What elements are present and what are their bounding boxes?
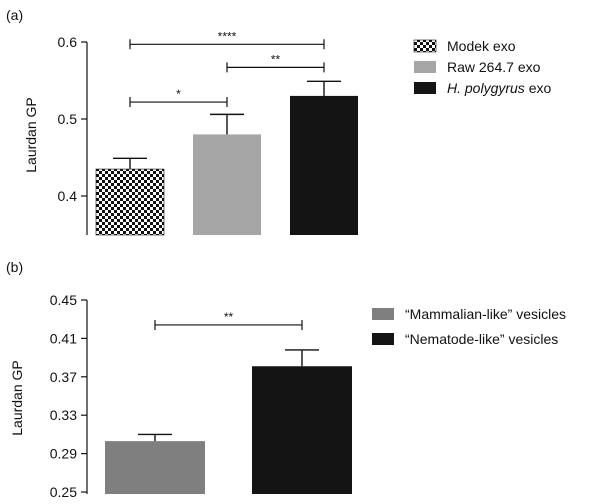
legend-label-2: Raw 264.7 exo (447, 59, 541, 75)
legend-label-1: “Mammalian-like” vesicles (405, 306, 566, 322)
significance-bracket (226, 62, 325, 73)
legend-swatch-1 (413, 39, 437, 53)
significance-label: * (176, 87, 181, 101)
legend-swatch-3 (414, 82, 436, 94)
panel-label: (a) (6, 7, 23, 23)
significance-label: **** (218, 29, 237, 43)
bar-2 (252, 366, 352, 494)
y-axis-label: Laurdan GP (23, 97, 39, 173)
legend-swatch-2 (414, 61, 436, 73)
y-tick-label: 0.4 (58, 188, 78, 204)
legend-swatch-1 (372, 308, 394, 320)
significance-label: ** (271, 52, 281, 66)
panel-label: (b) (6, 259, 23, 275)
significance-bracket (129, 39, 325, 50)
significance-bracket (129, 97, 228, 108)
legend-label-3: H. polygyrus exo (447, 80, 551, 96)
panel-b: (b) 0.25 0.29 0.33 0.37 0.41 0.45 Laurdan GP ** “… (6, 259, 566, 500)
y-tick-label: 0.29 (50, 446, 77, 462)
y-tick-label: 0.25 (50, 484, 77, 500)
y-tick-label: 0.45 (50, 292, 77, 308)
y-tick-label: 0.6 (58, 34, 78, 50)
y-tick-label: 0.37 (50, 369, 77, 385)
y-tick-label: 0.41 (50, 330, 77, 346)
y-axis-label: Laurdan GP (9, 360, 25, 436)
significance-label: ** (224, 310, 234, 324)
bar-2 (193, 134, 261, 235)
bar-3 (290, 95, 358, 236)
legend-label-1: Modek exo (447, 38, 516, 54)
y-tick-label: 0.33 (50, 407, 77, 423)
bar-1 (105, 441, 205, 494)
significance-bracket (154, 319, 303, 330)
legend-swatch-2 (372, 333, 394, 345)
bar-1 (95, 168, 165, 236)
legend-label-2: “Nematode-like” vesicles (405, 331, 558, 347)
y-tick-label: 0.5 (58, 111, 78, 127)
